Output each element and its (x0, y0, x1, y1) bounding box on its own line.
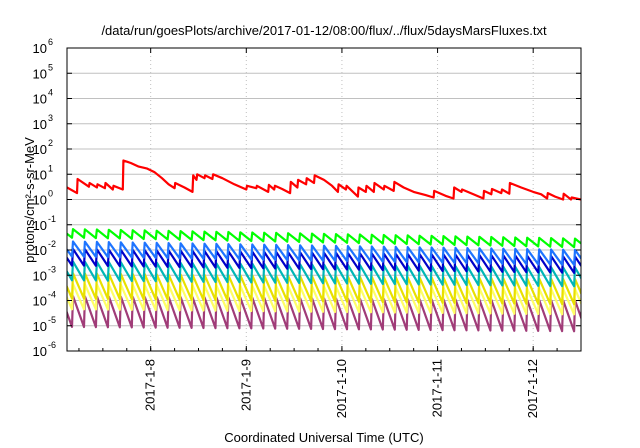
y-tick-exponent: 0 (48, 189, 53, 199)
series-line-series7 (67, 283, 581, 316)
series-line-series3 (67, 240, 581, 266)
y-tick-label: 10 (33, 218, 47, 233)
chart-title: /data/run/goesPlots/archive/2017-01-12/0… (101, 23, 547, 38)
y-tick-label: 10 (33, 319, 47, 334)
y-tick-exponent: -5 (48, 315, 56, 325)
y-tick-exponent: -6 (48, 340, 56, 350)
y-tick-exponent: 5 (48, 62, 53, 72)
y-tick-label: 10 (33, 117, 47, 132)
y-tick-exponent: -3 (48, 264, 56, 274)
y-tick-exponent: -1 (48, 214, 56, 224)
y-tick-label: 10 (33, 193, 47, 208)
x-tick-label: 2017-1-10 (334, 359, 349, 418)
y-tick-label: 10 (33, 142, 47, 157)
y-tick-label: 10 (33, 294, 47, 309)
series-line-series1 (67, 159, 581, 201)
x-tick-label: 2017-1-9 (238, 359, 253, 411)
y-tick-exponent: 4 (48, 88, 53, 98)
y-tick-label: 10 (33, 41, 47, 56)
y-tick-exponent: 2 (48, 138, 53, 148)
y-tick-label: 10 (33, 92, 47, 107)
y-tick-exponent: 1 (48, 163, 53, 173)
x-tick-label: 2017-1-8 (143, 359, 158, 411)
y-tick-label: 10 (33, 268, 47, 283)
x-tick-label: 2017-1-12 (525, 359, 540, 418)
y-tick-label: 10 (33, 344, 47, 359)
y-axis-label: protons/cm²-s-sr-MeV (22, 137, 37, 263)
y-tick-exponent: 6 (48, 37, 53, 47)
y-tick-label: 10 (33, 167, 47, 182)
y-tick-label: 10 (33, 66, 47, 81)
y-tick-label: 10 (33, 243, 47, 258)
series-layer (67, 159, 581, 333)
series-line-series6 (67, 272, 581, 306)
y-tick-exponent: -2 (48, 239, 56, 249)
axis-ticks: 10 -610 -510 -410 -310 -210 -110 010 110 210 310 41… (33, 37, 582, 418)
series-line-series4 (67, 247, 581, 274)
series-line-series5 (67, 260, 581, 288)
series-line-series2 (67, 228, 581, 249)
x-tick-label: 2017-1-11 (430, 359, 445, 417)
y-tick-exponent: 3 (48, 113, 53, 123)
y-tick-exponent: -4 (48, 290, 56, 300)
x-axis-label: Coordinated Universal Time (UTC) (224, 430, 423, 445)
series-line-series8 (67, 295, 581, 333)
